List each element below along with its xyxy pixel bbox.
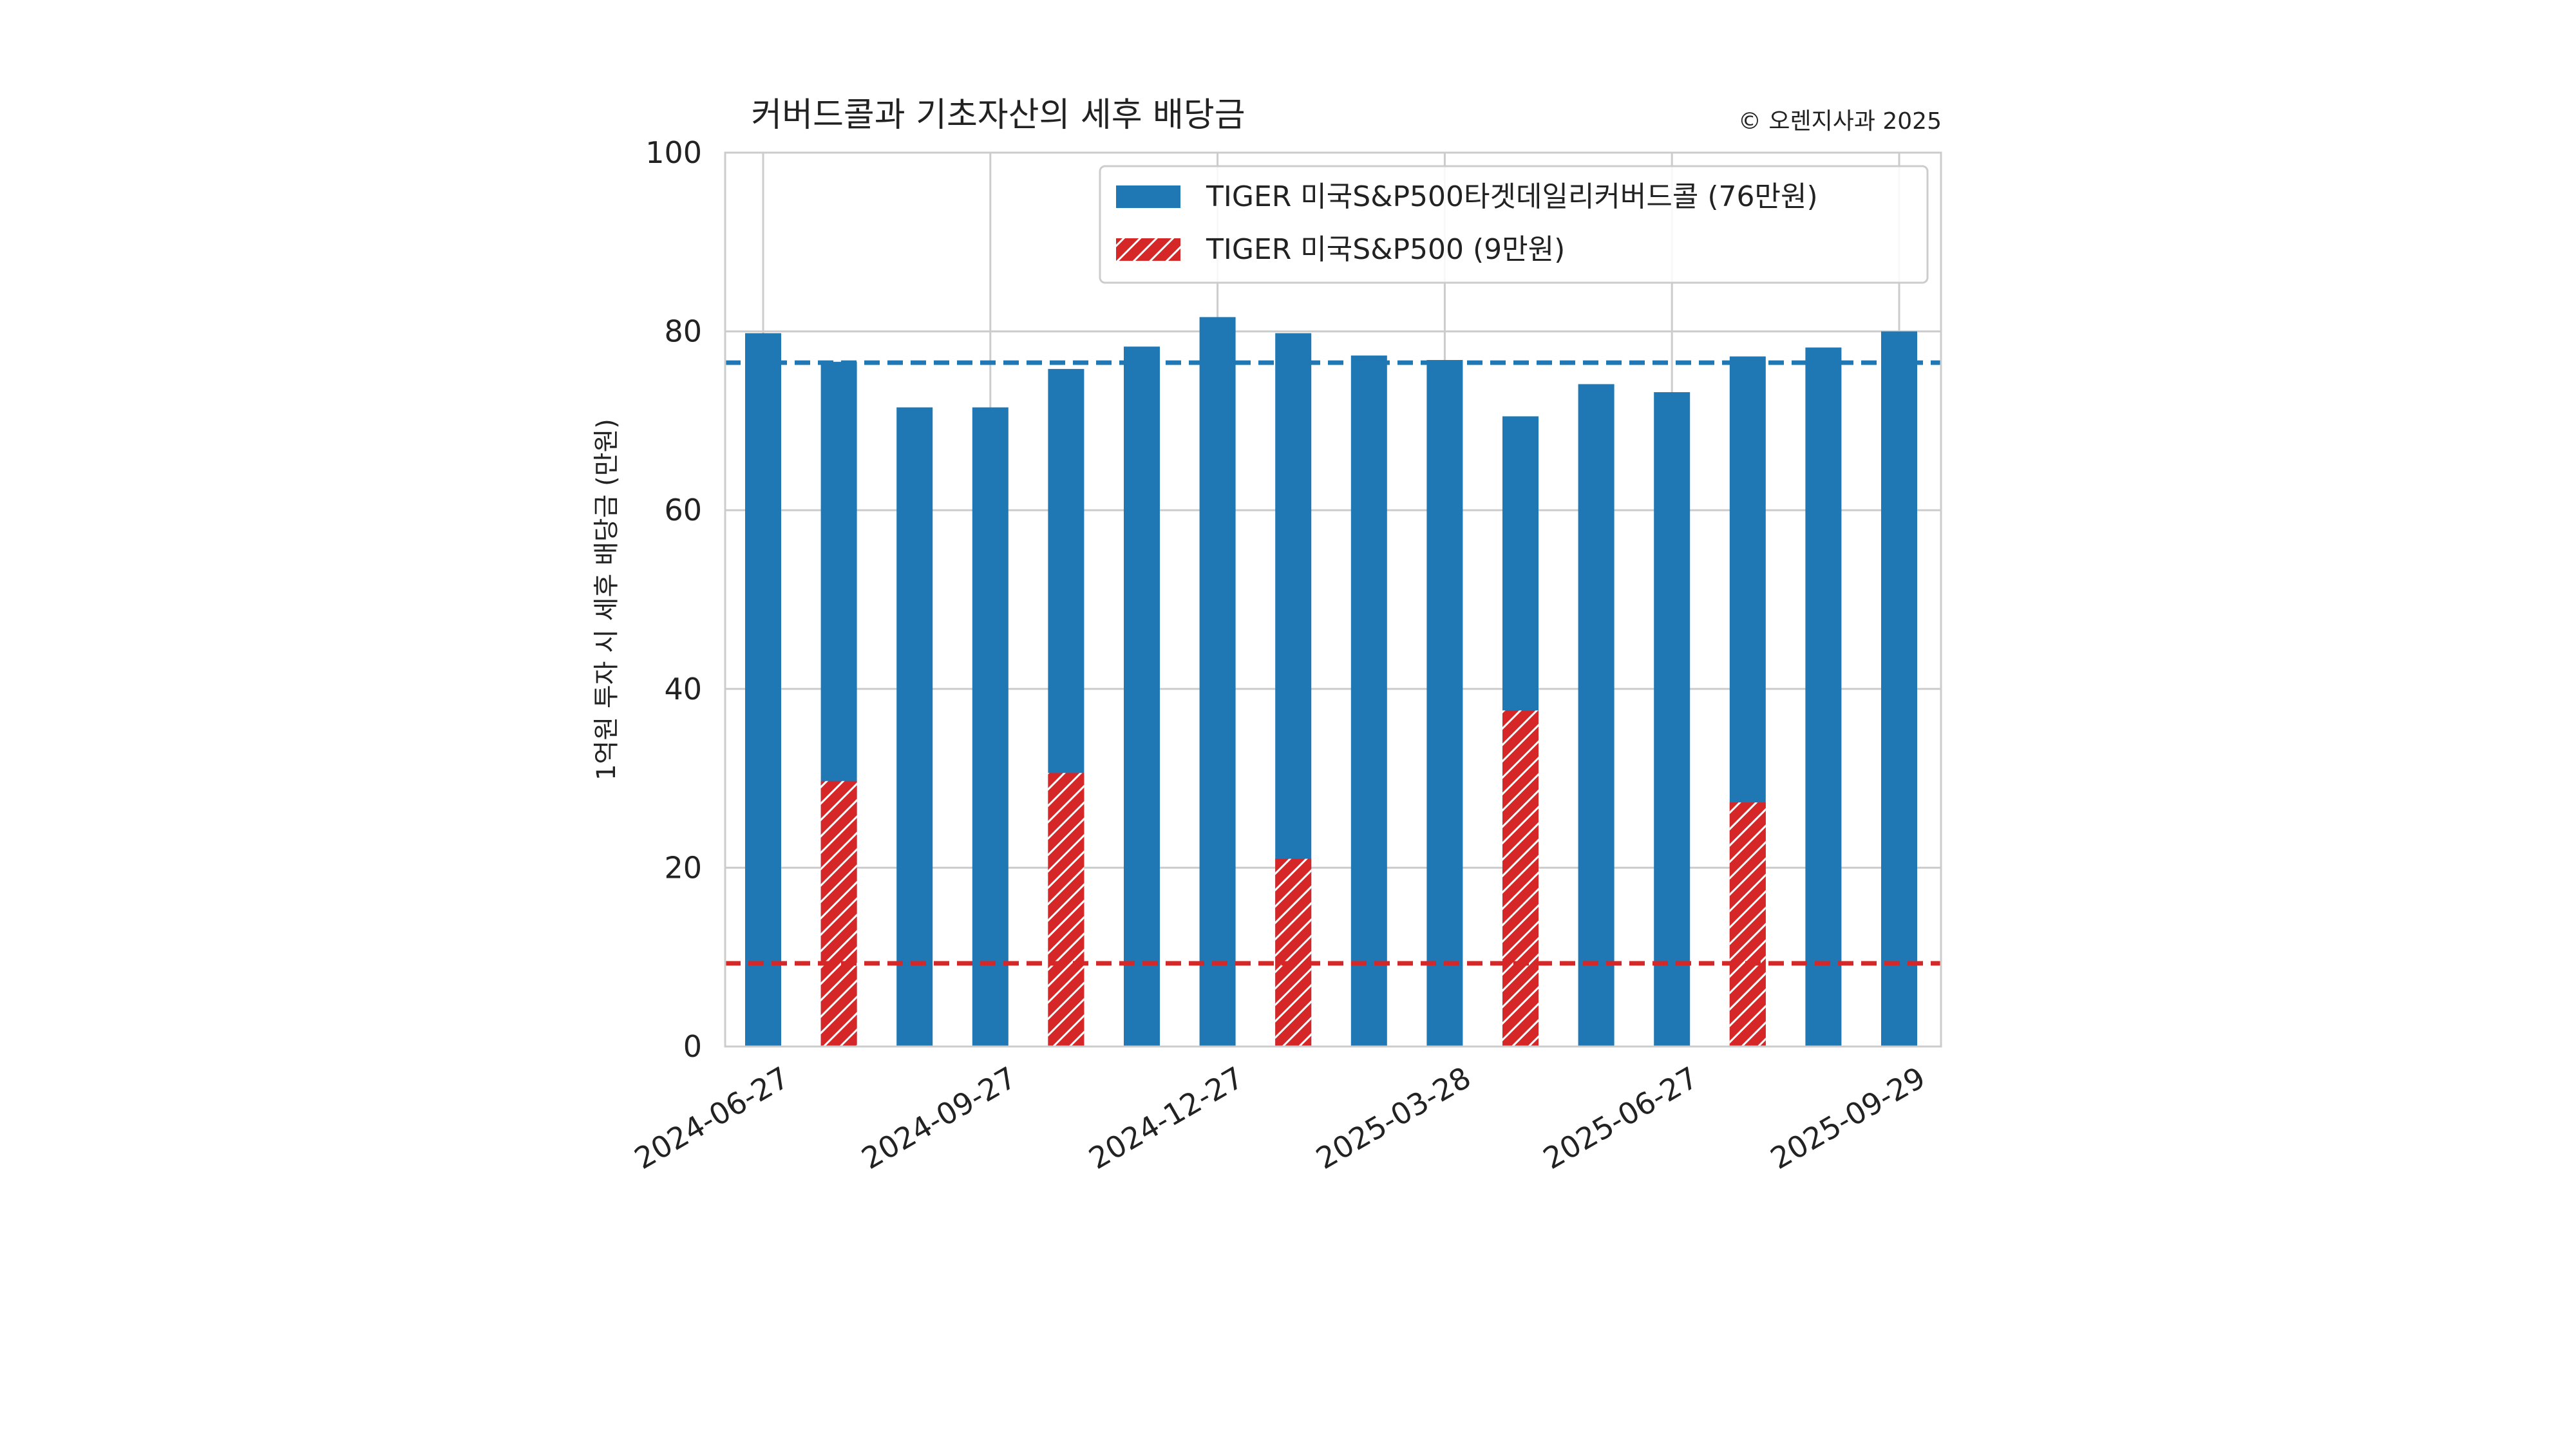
x-tick-label: 2025-06-27 <box>1537 1060 1704 1176</box>
bar-sp500 <box>1275 858 1312 1046</box>
bar-sp500 <box>820 781 857 1046</box>
bar-covered-call <box>1654 392 1690 1046</box>
y-tick-label: 80 <box>664 314 702 349</box>
bar-covered-call <box>1426 360 1463 1046</box>
y-tick-label: 0 <box>683 1029 702 1064</box>
y-axis-label: 1억원 투자 시 세후 배당금 (만원) <box>592 419 621 781</box>
mean-lines <box>725 360 1941 966</box>
legend-swatch-sp500 <box>1116 238 1180 261</box>
bar-covered-call <box>1199 317 1236 1047</box>
bar-covered-call <box>745 333 781 1046</box>
bar-sp500 <box>1048 773 1084 1046</box>
legend-label-covered-call: TIGER 미국S&P500타겟데일리커버드콜 (76만원) <box>1206 180 1818 213</box>
legend-box <box>1099 165 1929 284</box>
y-tick-label: 60 <box>664 493 702 527</box>
bar-sp500 <box>1729 802 1766 1046</box>
y-tick-label: 40 <box>664 672 702 706</box>
bar-covered-call <box>1124 346 1160 1046</box>
plot-frame <box>724 151 1942 1048</box>
chart-title: 커버드콜과 기초자산의 세후 배당금 <box>751 96 1245 135</box>
legend-label-sp500: TIGER 미국S&P500 (9만원) <box>1206 233 1565 266</box>
bar-covered-call <box>1805 347 1842 1046</box>
bar-sp500 <box>1502 710 1539 1046</box>
x-tick-label: 2024-06-27 <box>629 1060 795 1176</box>
y-axis-ticks: 0 20 40 60 80 100 <box>645 135 702 1064</box>
bar-covered-call <box>1578 384 1615 1047</box>
bar-covered-call <box>896 407 933 1046</box>
bar-covered-call <box>1881 331 1917 1046</box>
x-tick-label: 2024-12-27 <box>1083 1060 1250 1176</box>
x-tick-label: 2025-09-29 <box>1765 1060 1931 1176</box>
x-tick-label: 2025-03-28 <box>1310 1060 1477 1176</box>
y-tick-label: 20 <box>664 850 702 885</box>
x-axis-ticks: 2024-06-27 2024-09-27 2024-12-27 2025-03-28… <box>629 1060 1931 1176</box>
y-tick-label: 100 <box>645 135 702 170</box>
legend: TIGER 미국S&P500타겟데일리커버드콜 (76만원) TIGER 미국S… <box>1099 165 1929 284</box>
bar-covered-call <box>972 407 1009 1046</box>
bars <box>745 317 1917 1047</box>
bar-covered-call <box>1350 355 1387 1047</box>
legend-swatch-covered-call <box>1116 185 1180 208</box>
x-tick-label: 2024-09-27 <box>856 1060 1023 1176</box>
copyright-label: © 오렌지사과 2025 <box>1738 108 1942 135</box>
